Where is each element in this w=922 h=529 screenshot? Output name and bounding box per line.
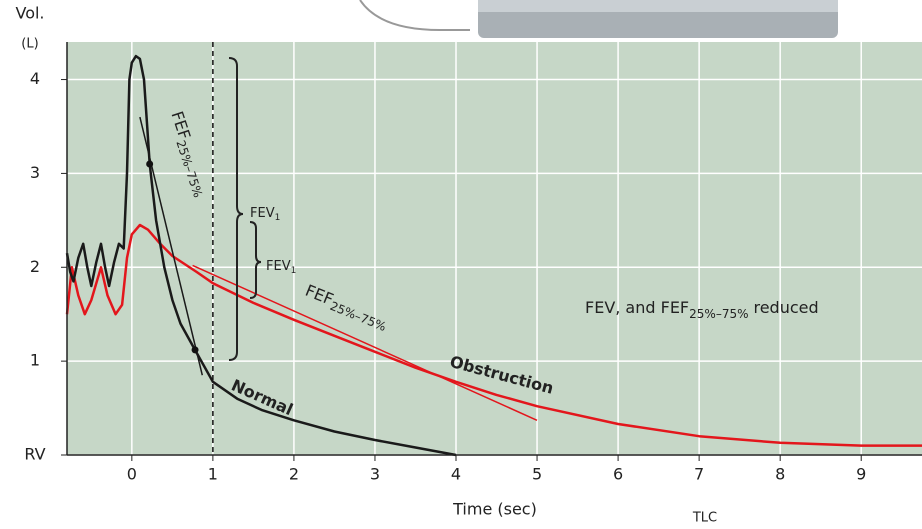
x-tick-label: 6 <box>613 465 623 484</box>
x-tick-label: 4 <box>451 465 461 484</box>
y-tick-label: 2 <box>30 257 40 276</box>
x-tick-label: 9 <box>856 465 866 484</box>
series-line <box>65 54 457 457</box>
point <box>191 346 199 354</box>
fev-label: FEV1 <box>266 259 296 276</box>
x-tick-label: 7 <box>694 465 704 484</box>
tangent-line <box>192 264 538 421</box>
footer: TLC <box>692 511 717 526</box>
x-tick-label: 1 <box>208 465 218 484</box>
point <box>146 160 154 168</box>
y-tick-label: 1 <box>30 351 40 370</box>
x-tick-label: 5 <box>532 465 542 484</box>
fev-label: FEV1 <box>250 206 280 223</box>
y-tick-label: RV <box>24 445 45 464</box>
note: FEV, and FEF25%–75% reduced <box>585 298 819 321</box>
brace <box>228 57 244 361</box>
y-tick-label: 3 <box>30 163 40 182</box>
x-tick-label: 2 <box>289 465 299 484</box>
y-label: Vol. <box>15 4 44 23</box>
y-tick-label: 4 <box>30 69 40 88</box>
x-tick-label: 0 <box>127 465 137 484</box>
spirometer-illustration <box>359 0 838 38</box>
x-label: Time (sec) <box>452 500 537 519</box>
tangent-line <box>139 116 204 376</box>
brace <box>249 221 262 299</box>
x-tick-label: 3 <box>370 465 380 484</box>
series-line <box>65 223 922 447</box>
x-tick-label: 8 <box>775 465 785 484</box>
y-unit: (L) <box>21 37 38 52</box>
